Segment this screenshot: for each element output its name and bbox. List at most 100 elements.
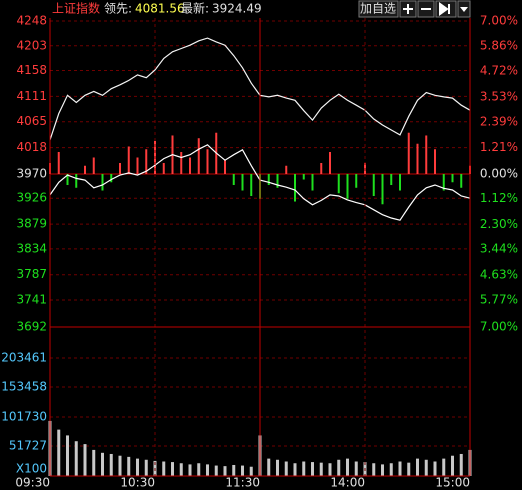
y-tick-label: 4248 bbox=[16, 14, 47, 28]
strength-bar bbox=[250, 174, 253, 197]
y-tick-label: 3834 bbox=[16, 241, 47, 255]
strength-bar bbox=[232, 174, 235, 186]
strength-bar bbox=[267, 174, 270, 186]
y-tick-label: 3741 bbox=[16, 293, 47, 307]
strength-bar bbox=[57, 151, 60, 174]
y-tick-label: 3787 bbox=[16, 267, 47, 281]
strength-bar bbox=[84, 165, 86, 174]
y-tick-label: 203461 bbox=[1, 351, 47, 365]
add-watchlist-text[interactable]: 加自选 bbox=[360, 2, 396, 16]
volume-bar bbox=[92, 449, 96, 476]
strength-bar bbox=[416, 143, 419, 174]
volume-bar bbox=[109, 453, 113, 476]
y2-tick-label: 5.77% bbox=[480, 293, 518, 307]
y-tick-label: 153458 bbox=[1, 380, 47, 394]
volume-bar bbox=[302, 461, 306, 476]
volume-bar bbox=[346, 458, 349, 476]
volume-bar bbox=[162, 461, 166, 476]
y-tick-label: 3970 bbox=[16, 167, 47, 181]
strength-bar bbox=[460, 174, 463, 188]
volume-bar bbox=[398, 461, 402, 476]
volume-bar bbox=[424, 459, 428, 476]
strength-bar bbox=[180, 151, 183, 174]
volume-bar bbox=[276, 459, 279, 476]
strength-bar bbox=[101, 174, 104, 191]
x-tick-label: 10:30 bbox=[120, 476, 155, 490]
volume-bar bbox=[433, 461, 437, 476]
strength-bar bbox=[442, 174, 445, 191]
y-tick-label: 51727 bbox=[9, 439, 47, 453]
volume-bar bbox=[389, 463, 393, 476]
strength-bar bbox=[381, 174, 384, 205]
strength-bar bbox=[189, 157, 191, 174]
leader-label: 领先: bbox=[104, 2, 132, 16]
strength-bar bbox=[451, 174, 454, 183]
y-tick-label: 4065 bbox=[16, 114, 47, 128]
strength-bar bbox=[136, 157, 139, 174]
y2-tick-label: 2.39% bbox=[480, 114, 518, 128]
volume-bar bbox=[293, 463, 297, 476]
y-tick-label: 3692 bbox=[16, 320, 47, 334]
volume-bar bbox=[118, 455, 122, 476]
strength-bar bbox=[206, 149, 209, 174]
volume-bar bbox=[101, 452, 104, 476]
index-name: 上证指数 bbox=[52, 1, 100, 16]
volume-bar bbox=[188, 464, 192, 476]
volume-bar bbox=[127, 456, 131, 476]
volume-bar bbox=[241, 465, 244, 476]
y2-tick-label: 3.44% bbox=[480, 242, 518, 256]
volume-bar bbox=[249, 466, 253, 476]
y-tick-label: 3879 bbox=[16, 217, 47, 231]
volume-bar bbox=[319, 462, 323, 476]
strength-bar bbox=[66, 174, 69, 186]
volume-bar bbox=[136, 458, 139, 476]
volume-bar bbox=[267, 458, 271, 476]
y-tick-label: X100 bbox=[16, 462, 47, 476]
x-tick-label: 09:30 bbox=[15, 476, 50, 490]
y2-tick-label: 2.30% bbox=[480, 217, 518, 231]
x-tick-label: 15:00 bbox=[435, 476, 470, 490]
volume-bar bbox=[66, 435, 69, 476]
volume-bar bbox=[206, 464, 209, 476]
strength-bar bbox=[75, 174, 78, 188]
strength-bar bbox=[337, 174, 340, 194]
strength-bar bbox=[197, 138, 200, 174]
y2-tick-label: 7.00% bbox=[480, 320, 518, 334]
strength-bar bbox=[224, 160, 226, 174]
strength-bar bbox=[119, 162, 121, 174]
volume-bar bbox=[57, 429, 61, 476]
strength-bar bbox=[407, 132, 410, 174]
strength-bar bbox=[329, 151, 331, 174]
add-watchlist-button[interactable] bbox=[358, 0, 399, 18]
y2-tick-label: 1.12% bbox=[480, 191, 518, 205]
strength-bar bbox=[127, 146, 130, 174]
volume-bar bbox=[223, 466, 227, 476]
y-tick-label: 101730 bbox=[1, 410, 47, 424]
y2-tick-label: 7.00% bbox=[480, 14, 518, 28]
strength-bar bbox=[276, 174, 279, 188]
volume-bar bbox=[459, 453, 463, 476]
y2-tick-label: 1.21% bbox=[480, 140, 518, 154]
x-tick-label: 11:30 bbox=[225, 476, 260, 490]
strength-bar bbox=[355, 174, 358, 188]
y-tick-label: 4203 bbox=[16, 38, 47, 52]
toolbar: 加自选 bbox=[358, 0, 471, 18]
strength-bar bbox=[285, 165, 288, 174]
y2-tick-label: 3.53% bbox=[480, 89, 518, 103]
volume-bar bbox=[214, 465, 218, 476]
y2-tick-label: 5.86% bbox=[480, 38, 518, 52]
volume-bar bbox=[407, 462, 411, 476]
next-icon bbox=[439, 2, 450, 16]
volume-bar bbox=[337, 459, 341, 476]
strength-bar bbox=[162, 162, 165, 174]
strength-bar bbox=[294, 174, 296, 202]
volume-bar bbox=[381, 464, 384, 476]
strength-bar bbox=[346, 174, 349, 199]
volume-bar bbox=[232, 464, 236, 476]
volume-bar bbox=[197, 463, 201, 476]
strength-bar bbox=[311, 174, 314, 191]
menu-icon bbox=[460, 7, 468, 12]
